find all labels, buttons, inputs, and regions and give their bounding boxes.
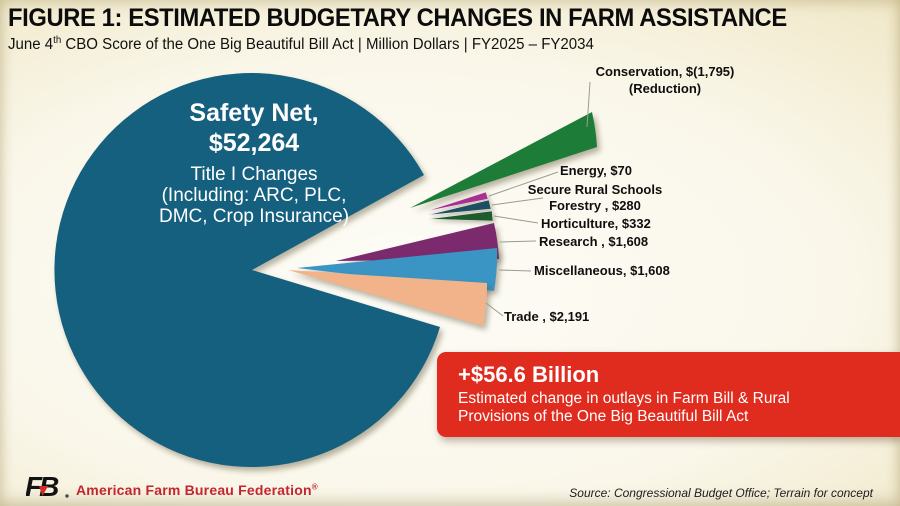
label-horticulture: Horticulture, $332 [541,216,651,231]
total-callout-line2: Provisions of the One Big Beautiful Bill… [458,408,749,425]
label-forestry-line2: Forestry , $280 [549,198,641,213]
label-conservation-note: (Reduction) [628,81,702,96]
pie-slice-safety-net [54,73,440,468]
safety-net-note-3: DMC, Crop Insurance) [158,206,350,227]
source-credit: Source: Congressional Budget Office; Ter… [569,486,873,500]
subtitle-rest: CBO Score of the One Big Beautiful Bill … [61,36,594,54]
total-callout: +$56.6 Billion Estimated change in outla… [437,352,900,437]
leader-energy [488,171,559,197]
safety-net-name: Safety Net, [189,99,319,127]
leader-conservation [586,81,591,128]
safety-net-note-1: Title I Changes [190,164,318,185]
leader-research [499,240,537,243]
figure-header: FIGURE 1: ESTIMATED BUDGETARY CHANGES IN… [8,4,892,54]
safety-net-note-2: (Including: ARC, PLC, [161,185,347,206]
registered-mark: ® [311,482,318,492]
label-forestry-line1: Secure Rural Schools [527,182,663,197]
figure-title: FIGURE 1: ESTIMATED BUDGETARY CHANGES IN… [8,4,787,32]
leader-horticulture [493,215,539,224]
label-forestry: Secure Rural Schools Forestry , $280 [525,182,665,214]
figure-subtitle: June 4th CBO Score of the One Big Beauti… [8,35,594,54]
pie-slice-energy [426,191,489,212]
label-miscellaneous: Miscellaneous, $1,608 [534,263,670,278]
leader-miscellaneous [498,269,532,272]
safety-net-value: $52,264 [208,129,300,157]
subtitle-prefix: June 4 [8,36,54,54]
pie-slice-forestry [427,199,492,216]
pie-slice-miscellaneous [297,248,498,291]
total-callout-headline: +$56.6 Billion [458,362,600,387]
organization-name: American Farm Bureau Federation® [76,482,318,498]
leader-lines [485,81,591,317]
label-trade: Trade , $2,191 [504,309,590,324]
label-research: Research , $1,608 [539,234,649,249]
afbf-logo-red-wedge [39,486,48,496]
label-conservation-value: Conservation, $(1,795) [595,64,735,79]
pie-slice-conservation [410,112,597,208]
label-conservation: Conservation, $(1,795) (Reduction) [580,63,750,97]
pie-slice-research [336,223,499,261]
subtitle-superscript: th [53,35,62,46]
leader-forestry [491,197,544,206]
afbf-logo: FB [26,472,69,502]
leader-trade [485,302,504,317]
pie-slice-trade [288,270,488,326]
organization-text: American Farm Bureau Federation [76,482,312,498]
total-callout-line1: Estimated change in outlays in Farm Bill… [458,390,790,407]
pie-slice-horticulture [428,210,494,222]
safety-net-label: Safety Net, $52,264 Title I Changes (Inc… [100,98,408,227]
label-energy: Energy, $70 [560,163,633,178]
afbf-logo-dot [65,494,69,498]
